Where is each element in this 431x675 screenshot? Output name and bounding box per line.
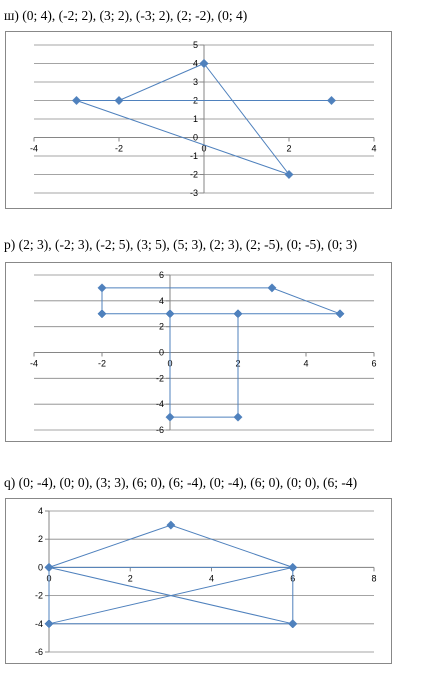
y-tick-label: 0: [38, 562, 43, 572]
x-tick-label: -2: [98, 359, 106, 369]
x-tick-label: -4: [30, 359, 38, 369]
y-tick-label: -1: [190, 151, 198, 161]
y-tick-label: 2: [38, 534, 43, 544]
x-tick-label: 4: [209, 573, 214, 583]
data-point: [114, 95, 124, 106]
x-tick-label: 6: [371, 359, 376, 369]
x-tick-label: 8: [371, 573, 376, 583]
chart-2-frame: -4 -2 0 2 4 6 -6 -4 -2 0 2 4 6: [5, 262, 392, 442]
data-point: [71, 95, 82, 106]
y-tick-label: -2: [35, 591, 43, 601]
data-point: [199, 58, 209, 69]
data-point: [233, 412, 243, 422]
chart-2-caption: р) (2; 3), (-2; 3), (-2; 5), (3; 5), (5;…: [4, 237, 358, 252]
y-tick-label: 4: [193, 59, 198, 69]
data-point: [284, 169, 294, 180]
y-tick-label: -2: [156, 373, 164, 383]
data-point: [288, 562, 298, 572]
x-tick-label: 0: [201, 144, 206, 154]
data-point: [335, 309, 345, 319]
x-tick-label: -2: [115, 144, 123, 154]
data-point: [97, 309, 107, 319]
y-tick-label: 4: [159, 296, 164, 306]
y-tick-label: -6: [156, 425, 164, 435]
data-point: [166, 520, 176, 530]
series-line: [48, 524, 294, 625]
chart-1-caption: ш) (0; 4), (-2; 2), (3; 2), (-3; 2), (2;…: [4, 8, 248, 23]
x-tick-label: -4: [30, 144, 38, 154]
x-tick-label: 2: [286, 144, 291, 154]
data-point: [326, 95, 337, 106]
y-tick-label: -2: [190, 170, 198, 180]
y-tick-label: 0: [159, 348, 164, 358]
data-point: [165, 309, 175, 319]
x-tick-label: 4: [371, 144, 376, 154]
data-point: [165, 412, 175, 422]
data-point: [233, 309, 243, 319]
y-tick-label: 3: [193, 77, 198, 87]
y-tick-label: -3: [190, 188, 198, 198]
data-point: [288, 619, 298, 629]
chart-3-frame: 0 2 4 6 8 -6 -4 -2 0 2 4: [5, 498, 392, 664]
y-tick-label: 4: [38, 506, 43, 516]
y-tick-label: 0: [193, 133, 198, 143]
x-tick-label: 4: [303, 359, 308, 369]
x-tick-label: 2: [128, 573, 133, 583]
y-tick-label: -4: [156, 399, 164, 409]
data-point: [44, 619, 54, 629]
data-point: [97, 283, 107, 293]
series-line: [76, 63, 332, 176]
y-tick-label: 2: [159, 322, 164, 332]
y-tick-label: 6: [159, 270, 164, 280]
y-tick-label: -4: [35, 619, 43, 629]
y-tick-label: -6: [35, 647, 43, 657]
data-point: [44, 562, 54, 572]
chart-3-caption: q) (0; -4), (0; 0), (3; 3), (6; 0), (6; …: [4, 475, 358, 490]
y-tick-label: 5: [193, 40, 198, 50]
data-point: [267, 283, 277, 293]
y-tick-label: 1: [193, 114, 198, 124]
chart-1-frame: -4 -2 0 2 4 -3 -2 -1 0 1 2 3 4 5: [5, 31, 392, 209]
